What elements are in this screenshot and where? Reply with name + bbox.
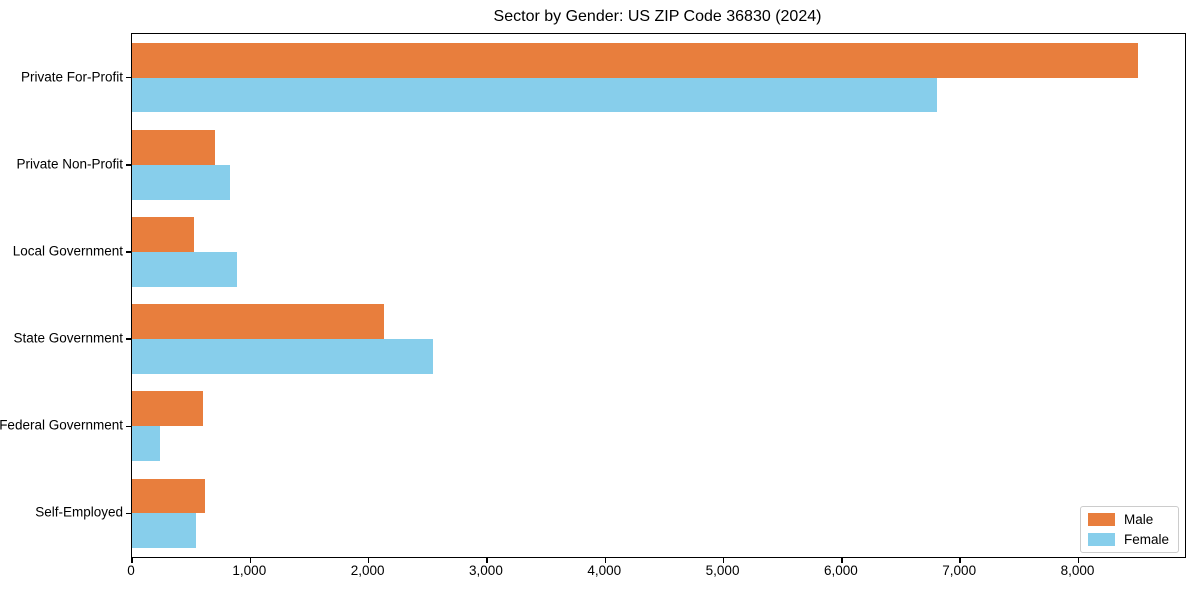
- legend-label-female: Female: [1123, 531, 1169, 547]
- y-tick-mark: [126, 76, 131, 79]
- y-tick-label-federal-government: Federal Government: [0, 417, 123, 433]
- x-tick-label-7-000: 7,000: [942, 563, 977, 578]
- x-tick-label-4-000: 4,000: [587, 563, 622, 578]
- x-tick-mark: [841, 558, 843, 563]
- bar-male-private-non-profit: [132, 129, 215, 165]
- x-tick-mark: [959, 558, 961, 563]
- x-tick-label-3-000: 3,000: [469, 563, 503, 578]
- bar-male-state-government: [132, 304, 384, 340]
- bar-female-local-government: [132, 251, 238, 287]
- legend: Male Female: [1079, 506, 1179, 553]
- legend-label-male: Male: [1123, 512, 1154, 527]
- bar-female-state-government: [132, 339, 433, 374]
- x-tick-mark: [486, 558, 488, 563]
- y-tick-label-self-employed: Self-Employed: [35, 504, 123, 520]
- x-tick-label-1-000: 1,000: [232, 563, 267, 578]
- x-tick-mark: [367, 558, 370, 563]
- legend-swatch-male: [1087, 513, 1115, 527]
- x-tick-label-0: 0: [127, 563, 135, 578]
- y-tick-label-private-for-profit: Private For-Profit: [20, 69, 123, 85]
- y-tick-label-state-government: State Government: [13, 330, 123, 346]
- bar-male-federal-government: [132, 391, 203, 427]
- bar-female-private-for-profit: [132, 77, 937, 113]
- x-tick-mark: [1077, 558, 1080, 563]
- y-tick-mark: [126, 164, 131, 166]
- legend-item-female: Female: [1087, 531, 1169, 547]
- chart-title: Sector by Gender: US ZIP Code 36830 (202…: [493, 8, 822, 25]
- y-tick-label-local-government: Local Government: [12, 243, 123, 259]
- y-tick-label-private-non-profit: Private Non-Profit: [16, 156, 123, 172]
- x-tick-mark: [249, 558, 252, 563]
- plot-area: Male Female: [126, 33, 1186, 563]
- y-tick-mark: [126, 425, 131, 427]
- y-tick-mark: [126, 338, 131, 340]
- legend-swatch-female: [1087, 532, 1115, 546]
- y-tick-mark: [126, 512, 131, 515]
- x-tick-mark: [722, 558, 725, 563]
- x-tick-label-8-000: 8,000: [1060, 563, 1095, 578]
- y-tick-mark: [126, 251, 131, 253]
- bar-female-federal-government: [132, 426, 161, 462]
- bar-male-local-government: [132, 217, 194, 252]
- legend-item-male: Male: [1087, 512, 1169, 527]
- bar-male-self-employed: [132, 478, 206, 514]
- x-tick-label-2-000: 2,000: [350, 563, 385, 578]
- x-tick-label-5-000: 5,000: [705, 563, 740, 578]
- bar-female-self-employed: [132, 513, 196, 549]
- x-tick-mark: [131, 558, 133, 563]
- x-tick-label-6-000: 6,000: [823, 563, 858, 578]
- x-tick-mark: [604, 558, 606, 563]
- bar-female-private-non-profit: [132, 164, 231, 200]
- bar-male-private-for-profit: [132, 42, 1138, 78]
